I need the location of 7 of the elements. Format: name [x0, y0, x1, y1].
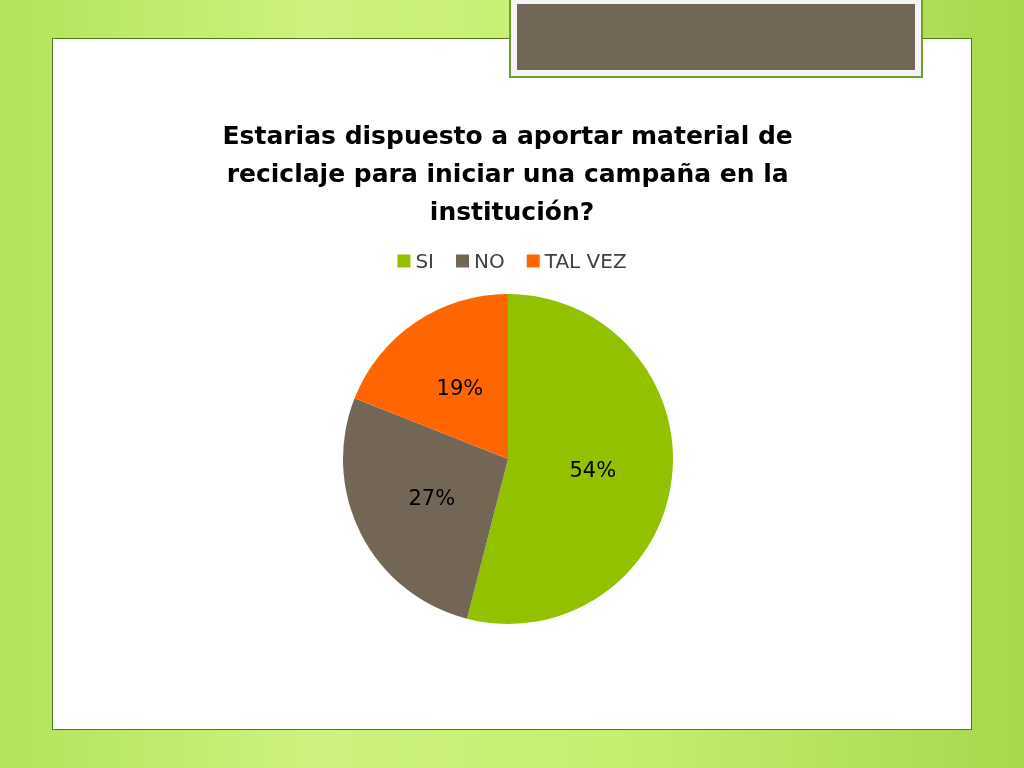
data-label: 27%	[408, 485, 456, 510]
legend-label: TAL VEZ	[543, 249, 627, 273]
data-label: 54%	[569, 457, 617, 482]
data-label: 19%	[436, 376, 484, 401]
legend-label: NO	[474, 249, 505, 273]
chart-title: Estarias dispuesto a aportar material de reciclaje para iniciar una campaña en la institución?	[222, 120, 802, 226]
legend-label: SI	[415, 249, 435, 273]
